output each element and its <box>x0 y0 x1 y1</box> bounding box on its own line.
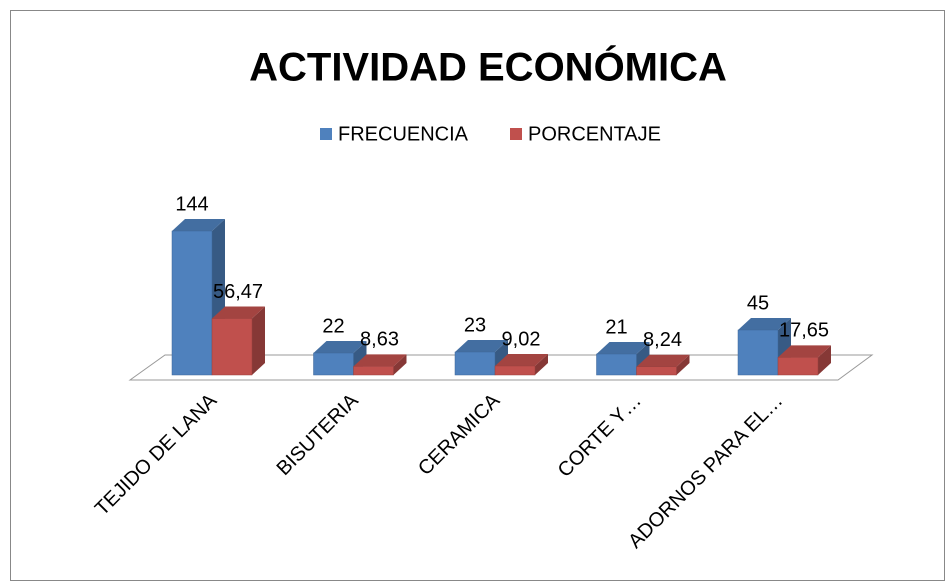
bar-top <box>596 342 650 354</box>
bar-front <box>636 366 677 376</box>
data-label: 144 <box>175 193 208 215</box>
bar-front <box>211 318 253 376</box>
bar-front <box>494 365 536 376</box>
bar-front <box>171 230 213 376</box>
data-label: 21 <box>605 316 627 338</box>
bar-top <box>738 318 791 330</box>
bar-front <box>353 366 394 376</box>
bar-side <box>818 345 831 375</box>
data-label: 22 <box>322 315 344 337</box>
bar-side <box>535 353 548 375</box>
bar-top <box>495 353 548 366</box>
bar-top <box>455 340 508 352</box>
bar <box>353 354 407 376</box>
chart-border <box>10 10 945 581</box>
data-label: 23 <box>464 314 486 336</box>
bar-top <box>353 354 407 367</box>
legend-swatch <box>320 128 332 140</box>
data-label: 17,65 <box>779 320 829 342</box>
bar <box>777 345 831 376</box>
bar-top <box>212 306 265 319</box>
legend-swatch <box>510 128 522 140</box>
bar <box>211 306 265 376</box>
data-label: 56,47 <box>213 281 263 303</box>
data-label: 8,63 <box>360 329 399 351</box>
bar-front <box>777 357 819 376</box>
bar <box>596 342 650 376</box>
legend-label: PORCENTAJE <box>528 123 661 145</box>
bar-top <box>313 341 367 353</box>
bar-side <box>393 354 407 375</box>
bar-top <box>172 219 225 231</box>
bar-side <box>676 354 690 375</box>
bar-top <box>636 354 690 367</box>
chart-title: ACTIVIDAD ECONÓMICA <box>249 44 727 90</box>
bar-front <box>737 329 779 376</box>
legend-label: FRECUENCIA <box>338 123 469 145</box>
data-label: 45 <box>747 292 769 314</box>
bar-front <box>596 353 637 376</box>
bar-front <box>313 352 354 376</box>
bar-front <box>454 351 496 376</box>
bar-side <box>252 306 265 375</box>
data-label: 8,24 <box>643 329 682 351</box>
bar <box>494 353 548 376</box>
bar <box>313 341 367 376</box>
bar-top <box>778 345 831 358</box>
data-label: 9,02 <box>502 328 541 350</box>
bar <box>636 354 690 376</box>
